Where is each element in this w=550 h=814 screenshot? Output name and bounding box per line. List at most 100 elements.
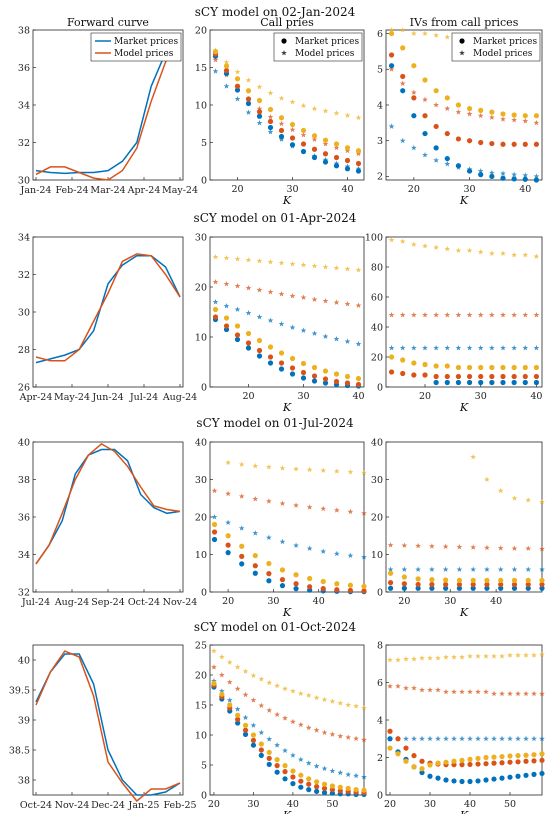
ivs-ytick-label: 0 [377, 790, 383, 801]
calls-model-point [329, 768, 336, 774]
ivs-model-point [511, 171, 517, 178]
ivs-model-point [533, 119, 540, 126]
ivs-model-point [422, 152, 428, 158]
calls-market-point [355, 168, 362, 174]
ivs-market-point [411, 764, 417, 770]
forward-market-line [35, 255, 181, 364]
ivs-model-point [533, 345, 540, 351]
ivs-market-point [483, 761, 489, 767]
calls-market-point [278, 366, 285, 372]
calls-market-point [361, 583, 367, 589]
calls-model-point [267, 259, 274, 265]
ivs-market-point [525, 581, 531, 588]
ivs-market-point [475, 778, 481, 784]
ivs-model-point [399, 312, 406, 318]
ivs-model-point [533, 312, 540, 318]
forward-ytick-label: 28 [18, 345, 30, 356]
ivs-market-point [403, 758, 409, 764]
ivs-model-point [525, 566, 532, 572]
calls-model-point [212, 254, 219, 260]
calls-panel: 0 5 10 15 20 25 20 30 40 50 K [195, 640, 367, 814]
ivs-ytick-label: 6 [377, 29, 383, 40]
calls-market-point [252, 553, 258, 559]
ivs-model-point [467, 653, 473, 659]
ivs-market-point [500, 111, 506, 117]
ivs-market-point [500, 364, 506, 371]
ivs-model-point [411, 735, 417, 742]
ivs-xtick-label: 30 [444, 596, 456, 607]
calls-model-point [223, 255, 230, 261]
ivs-market-point [523, 752, 529, 758]
ivs-market-point [388, 52, 395, 58]
calls-market-point [293, 586, 299, 592]
forward-xtick-label: Aug-24 [54, 597, 89, 608]
calls-model-point [238, 525, 245, 531]
ivs-model-point [419, 655, 425, 661]
ivs-market-point [483, 754, 489, 761]
forward-xtick-label: Mar-24 [90, 185, 125, 196]
axes-box [385, 441, 543, 593]
calls-model-point [234, 664, 241, 670]
calls-model-point [274, 711, 280, 718]
ivs-model-point [443, 735, 449, 742]
calls-market-point [256, 109, 263, 115]
calls-model-point [321, 729, 328, 736]
ivs-market-point [467, 756, 473, 762]
ivs-market-point [427, 773, 433, 779]
ivs-market-point [411, 753, 417, 759]
calls-model-point [289, 293, 296, 299]
ivs-model-point [459, 654, 465, 660]
ivs-market-point [459, 757, 465, 763]
ivs-model-point [415, 542, 421, 549]
ivs-model-point [484, 544, 490, 551]
calls-market-point [211, 680, 217, 687]
ivs-xtick-label: 20 [398, 596, 410, 607]
calls-market-point [278, 127, 285, 134]
calls-market-point [322, 376, 329, 382]
ivs-title: IVs from call prices [410, 16, 519, 29]
ivs-market-point [429, 581, 435, 588]
calls-model-point [211, 487, 218, 494]
calls-market-point [234, 87, 241, 93]
ivs-model-point [491, 735, 497, 742]
calls-market-point [289, 142, 296, 148]
calls-model-point [256, 314, 263, 320]
ivs-model-point [470, 454, 477, 460]
calls-market-point [282, 763, 288, 769]
calls-model-point [353, 735, 359, 742]
ivs-model-point [507, 690, 513, 697]
ivs-model-point [531, 735, 537, 742]
calls-ytick-label: 5 [201, 760, 207, 771]
calls-market-point [307, 584, 313, 590]
ivs-market-point [499, 760, 505, 766]
ivs-model-point [466, 312, 473, 318]
calls-market-point [345, 785, 351, 792]
calls-model-point [234, 685, 241, 692]
calls-model-point [333, 468, 340, 474]
forward-xtick-label: May-24 [162, 185, 198, 196]
legend-dot-swatch [459, 38, 465, 44]
ivs-xtick-label: 40 [490, 596, 502, 607]
ivs-market-point [489, 379, 495, 386]
calls-model-point [355, 150, 362, 157]
ivs-market-point [401, 585, 407, 591]
calls-model-point [225, 459, 231, 466]
calls-market-point [333, 163, 340, 169]
calls-xlabel: K [282, 401, 292, 414]
calls-model-point [322, 298, 329, 304]
calls-model-point [282, 685, 288, 692]
calls-ytick-label: 15 [195, 700, 207, 711]
calls-ytick-label: 10 [195, 332, 207, 343]
ivs-market-point [507, 759, 513, 765]
ivs-market-point [522, 379, 528, 386]
calls-model-point [361, 554, 367, 560]
calls-model-point [290, 688, 296, 694]
calls-market-point [321, 781, 328, 787]
ivs-model-point [500, 170, 506, 176]
forward-ytick-label: 30 [18, 307, 30, 318]
ivs-market-point [435, 775, 441, 781]
calls-model-point [266, 498, 272, 504]
ivs-market-point [422, 77, 428, 83]
calls-ytick-label: 20 [195, 670, 207, 681]
